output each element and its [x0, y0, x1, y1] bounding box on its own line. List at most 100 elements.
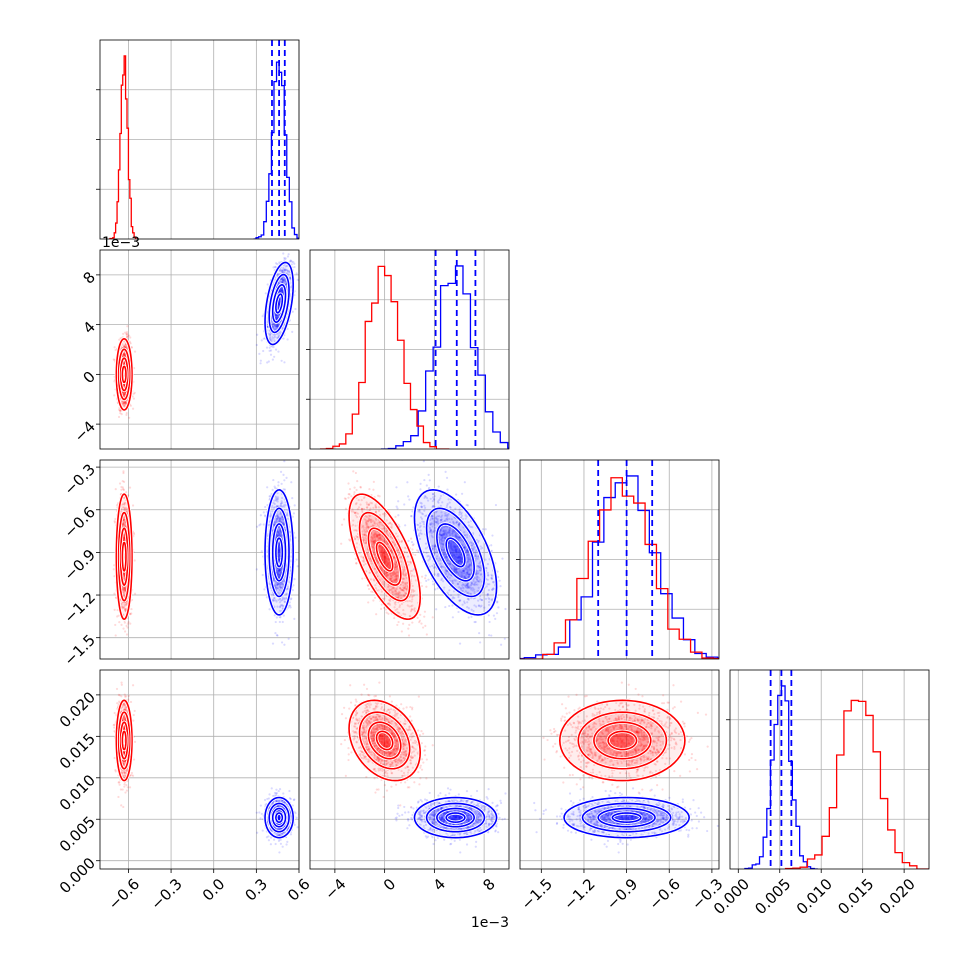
scatter-point [277, 571, 280, 574]
scatter-point [124, 607, 127, 611]
scatter-point [279, 516, 282, 520]
scatter-point [277, 515, 280, 518]
scatter-point [267, 360, 270, 363]
scatter-point [272, 345, 275, 349]
panel-background [100, 250, 299, 449]
scatter-point [122, 344, 125, 347]
scatter-point [122, 592, 126, 595]
scatter-point [262, 523, 265, 526]
scatter-point [296, 278, 299, 281]
scatter-point [260, 550, 263, 553]
scatter-point [122, 572, 125, 575]
scatter-point [122, 519, 125, 522]
scatter-point [289, 606, 292, 609]
scatter-point [275, 518, 278, 521]
scatter-point [277, 574, 280, 578]
scatter-point [276, 325, 279, 328]
scatter-point [272, 506, 275, 509]
scatter-point [286, 512, 289, 516]
scatter-point [275, 533, 279, 536]
scatter-point [268, 582, 271, 585]
scatter-point [280, 288, 283, 291]
scatter-point [277, 570, 280, 573]
histogram-series [380, 265, 509, 449]
scatter-point [123, 586, 126, 590]
scatter-point [289, 259, 292, 262]
scatter-point [120, 623, 123, 626]
scatter-point [272, 576, 275, 580]
scatter-point [284, 283, 288, 286]
scatter-point [275, 325, 279, 328]
scatter-point [280, 500, 283, 503]
scatter-point [280, 520, 284, 523]
scatter-point [121, 400, 124, 403]
scatter-point [276, 324, 279, 327]
scatter-point [281, 604, 284, 607]
scatter-point [291, 497, 294, 500]
scatter-point [114, 348, 117, 352]
scatter-point [128, 486, 132, 489]
scatter-point [274, 584, 277, 587]
scatter-point [275, 499, 278, 502]
scatter-point [276, 314, 279, 317]
scatter-point [126, 334, 129, 337]
scatter-point [279, 504, 282, 507]
scatter-point [260, 339, 263, 342]
scatter-point [113, 358, 116, 362]
histogram-series [319, 265, 450, 449]
scatter-point [274, 324, 277, 327]
scatter-point [283, 600, 286, 603]
scatter-point [279, 470, 283, 473]
scatter-point [273, 328, 277, 331]
scatter-point [285, 592, 288, 595]
scatter-point [278, 559, 281, 562]
scatter-point [124, 401, 127, 404]
scatter-point [287, 273, 290, 276]
scatter-point [272, 323, 276, 327]
scatter-point [268, 333, 271, 336]
scatter-point [122, 393, 126, 396]
scatter-point [274, 265, 277, 268]
scatter-point [291, 589, 294, 592]
scatter-point [123, 587, 126, 590]
scatter-point [282, 268, 285, 271]
scatter-point [272, 478, 275, 482]
scatter-point [280, 516, 284, 519]
scatter-point [276, 316, 279, 319]
scatter-point [284, 593, 288, 596]
scatter-point [272, 599, 276, 602]
scatter-point [275, 616, 278, 619]
scatter-point [279, 512, 282, 515]
scatter-point [262, 337, 265, 340]
scatter-point [122, 606, 125, 610]
scatter-point [113, 575, 116, 578]
scatter-point [277, 549, 281, 553]
scatter-point [280, 281, 284, 284]
scatter-point [279, 289, 282, 292]
scatter-point [269, 332, 272, 335]
scatter-point [118, 409, 122, 412]
scatter-point [123, 604, 127, 607]
scatter-point [113, 520, 116, 523]
scatter-point [269, 337, 272, 340]
scatter-point [279, 513, 282, 516]
scatter-point [123, 352, 126, 355]
scatter-point [276, 504, 279, 508]
scatter-point [280, 567, 283, 570]
scatter-point [123, 392, 126, 395]
scatter-point [122, 393, 125, 397]
scatter-point [281, 596, 284, 599]
scatter-point [127, 620, 130, 624]
scatter-point [283, 278, 286, 281]
scatter-point [122, 522, 125, 525]
scatter-point [286, 587, 290, 590]
scatter-point [279, 569, 282, 573]
scatter-point [276, 513, 279, 516]
scatter-point [278, 301, 281, 304]
histogram-panel [319, 250, 509, 449]
scatter-point [114, 488, 117, 491]
scatter-point [271, 325, 274, 328]
scatter-point [276, 605, 279, 608]
scatter-point [123, 392, 126, 395]
scatter-point [281, 597, 284, 600]
